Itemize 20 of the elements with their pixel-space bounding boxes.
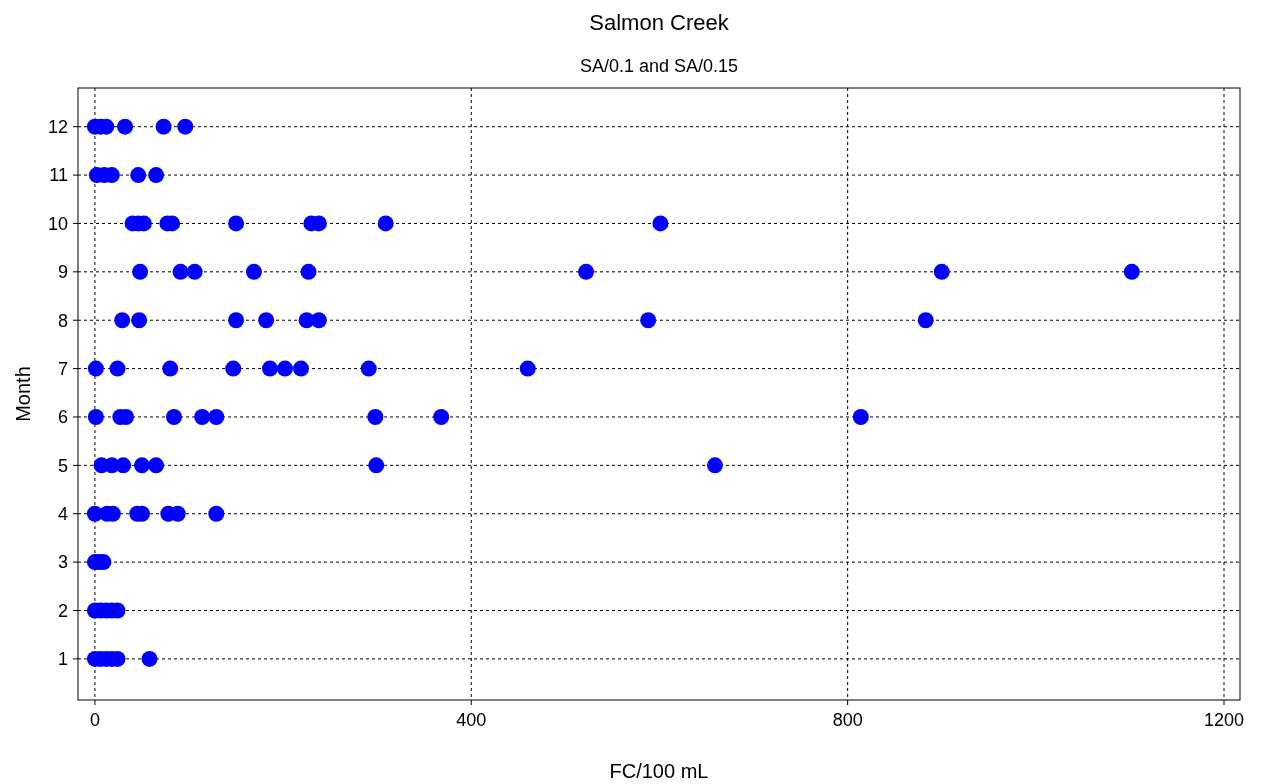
chart-subtitle: SA/0.1 and SA/0.15 — [579, 56, 739, 76]
x-tick-label: 800 — [832, 710, 863, 730]
y-tick-label: 2 — [57, 600, 68, 621]
y-tick-label: 5 — [57, 455, 68, 476]
x-tick-label: 400 — [456, 710, 487, 730]
x-axis-title: FC/100 mL — [609, 760, 709, 782]
y-tick-label: 6 — [57, 407, 68, 428]
y-tick-label: 7 — [57, 358, 68, 379]
y-tick-label: 8 — [57, 310, 68, 331]
y-axis-title: Month — [12, 366, 34, 422]
y-tick-label: 11 — [49, 165, 68, 186]
y-tick-label: 3 — [57, 552, 68, 573]
chart-title: Salmon Creek — [589, 10, 730, 35]
y-tick-label: 12 — [47, 117, 68, 137]
x-tick-label: 0 — [89, 710, 100, 730]
y-tick-label: 9 — [57, 262, 68, 283]
y-tick-label: 1 — [57, 649, 68, 670]
y-tick-label: 10 — [47, 213, 68, 234]
y-tick-label: 4 — [57, 504, 68, 525]
x-tick-label: 1200 — [1203, 710, 1245, 730]
